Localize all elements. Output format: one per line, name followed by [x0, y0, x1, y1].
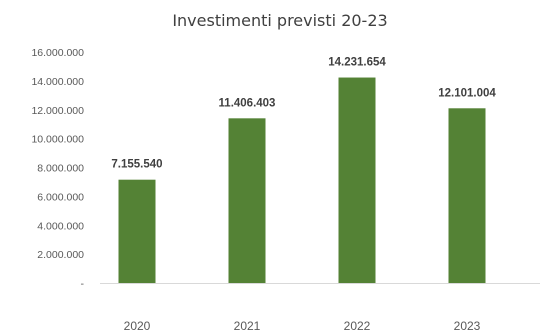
- chart-title: Investimenti previsti 20-23: [172, 11, 387, 30]
- data-label: 7.155.540: [111, 159, 162, 171]
- y-tick-label: 14.000.000: [31, 76, 84, 88]
- x-tick-label: 2023: [454, 319, 481, 333]
- x-tick-label: 2022: [344, 319, 371, 333]
- y-tick-label: 10.000.000: [31, 134, 84, 146]
- y-tick-label: 8.000.000: [37, 163, 84, 175]
- x-tick-label: 2021: [234, 319, 261, 333]
- x-tick-label: 2020: [124, 319, 151, 333]
- y-tick-label: -: [81, 278, 85, 290]
- bar: [448, 108, 486, 284]
- y-tick-label: 6.000.000: [37, 191, 84, 203]
- bar: [338, 77, 376, 284]
- bar: [228, 118, 266, 283]
- data-label: 12.101.004: [438, 87, 496, 99]
- y-tick-label: 2.000.000: [37, 249, 84, 261]
- y-tick-label: 12.000.000: [31, 105, 84, 117]
- data-labels: 7.155.540 11.406.403 14.231.654 12.101.004: [111, 57, 496, 171]
- y-tick-label: 16.000.000: [31, 47, 84, 59]
- x-axis: 2020 2021 2022 2023: [100, 283, 540, 333]
- bars: [118, 77, 486, 284]
- y-tick-label: 4.000.000: [37, 220, 84, 232]
- bar: [118, 179, 156, 283]
- data-label: 14.231.654: [328, 57, 386, 69]
- y-axis: - 2.000.000 4.000.000 6.000.000 8.000.000 10.…: [31, 47, 84, 290]
- data-label: 11.406.403: [219, 97, 276, 109]
